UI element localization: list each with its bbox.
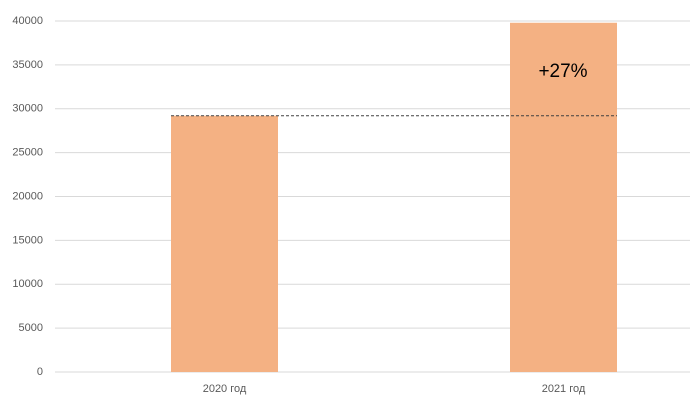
y-tick-label: 5000 <box>19 322 43 334</box>
y-tick-label: 25000 <box>12 147 43 159</box>
y-tick-label: 0 <box>37 366 43 378</box>
y-tick-label: 30000 <box>12 103 43 115</box>
y-tick-label: 40000 <box>12 15 43 27</box>
y-tick-label: 20000 <box>12 190 43 202</box>
y-tick-label: 10000 <box>12 278 43 290</box>
y-tick-label: 15000 <box>12 234 43 246</box>
x-tick-label: 2021 год <box>542 383 586 395</box>
bar <box>510 22 617 372</box>
x-tick-label: 2020 год <box>203 383 247 395</box>
annotation: +27% <box>538 61 587 82</box>
bar <box>171 115 278 373</box>
y-tick-label: 35000 <box>12 59 43 71</box>
